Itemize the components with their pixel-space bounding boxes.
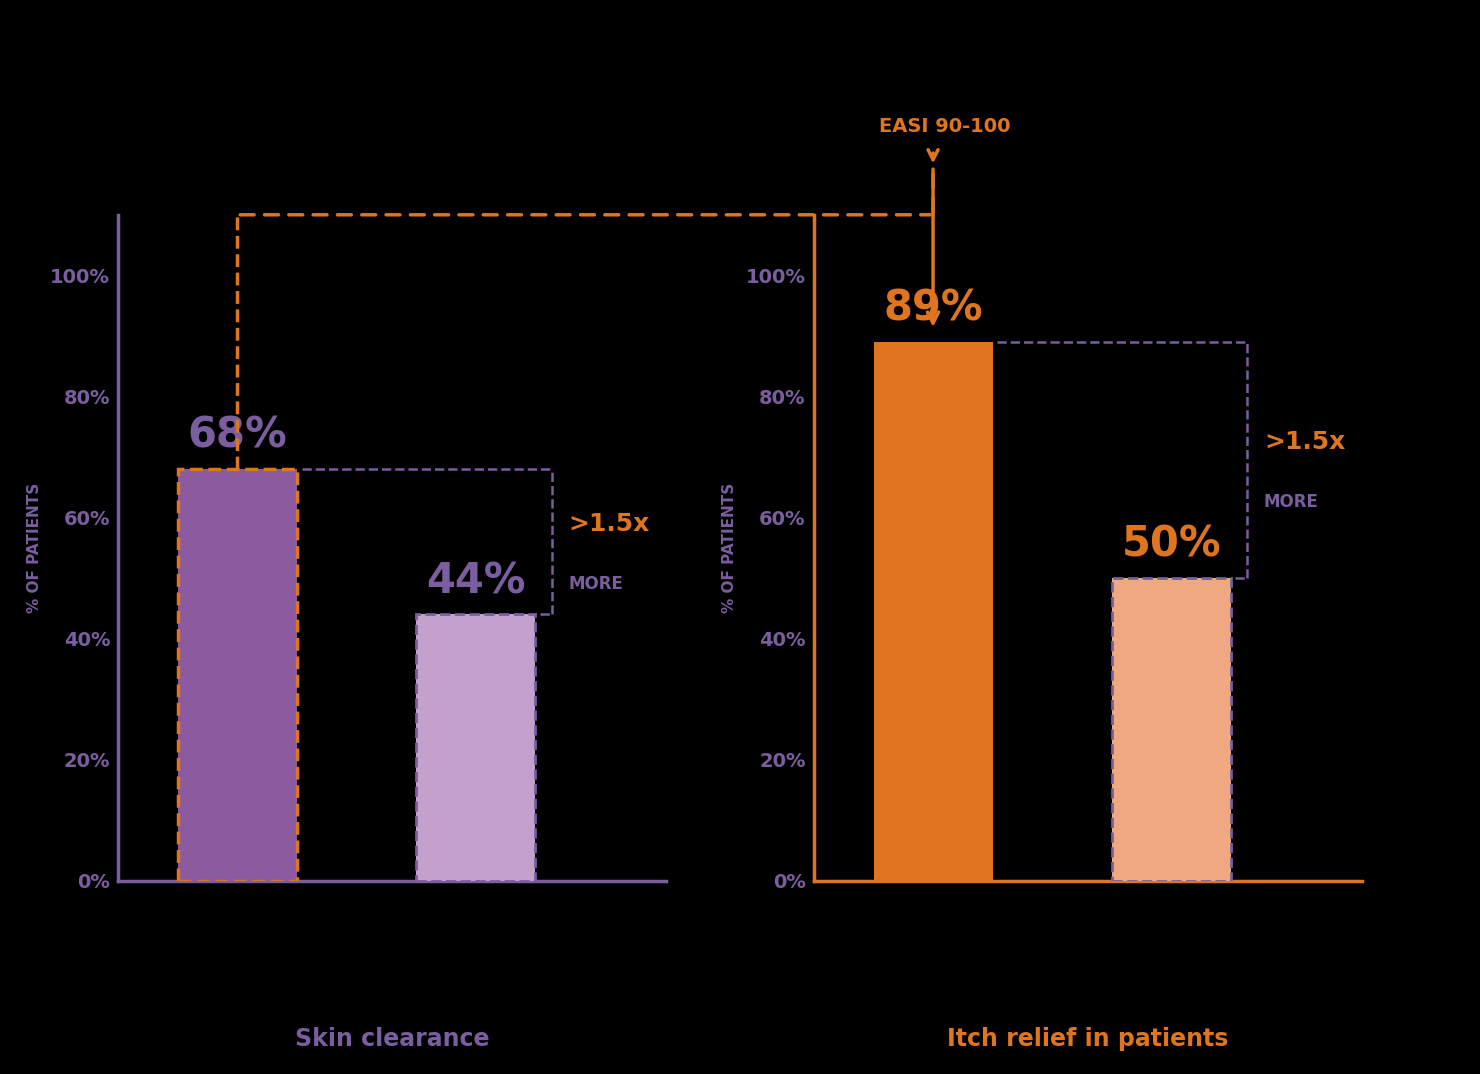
Text: MORE: MORE xyxy=(568,575,623,593)
Bar xyxy=(416,614,536,881)
Bar xyxy=(1111,578,1231,881)
Y-axis label: % OF PATIENTS: % OF PATIENTS xyxy=(722,482,737,613)
Text: 44%: 44% xyxy=(426,561,525,603)
Text: MORE: MORE xyxy=(1264,493,1319,511)
Bar xyxy=(178,469,297,881)
Y-axis label: % OF PATIENTS: % OF PATIENTS xyxy=(27,482,41,613)
Text: 89%: 89% xyxy=(884,288,983,330)
Bar xyxy=(416,614,536,881)
Text: Skin clearance: Skin clearance xyxy=(295,1027,490,1051)
Text: >1.5x: >1.5x xyxy=(568,511,650,536)
Text: 68%: 68% xyxy=(188,415,287,456)
Bar xyxy=(178,469,297,881)
Bar xyxy=(873,342,993,881)
Text: >1.5x: >1.5x xyxy=(1264,430,1345,454)
Text: Itch relief in patients: Itch relief in patients xyxy=(947,1027,1228,1051)
Text: 50%: 50% xyxy=(1122,524,1221,566)
Bar xyxy=(1111,578,1231,881)
Text: EASI 90-100: EASI 90-100 xyxy=(879,117,1011,136)
